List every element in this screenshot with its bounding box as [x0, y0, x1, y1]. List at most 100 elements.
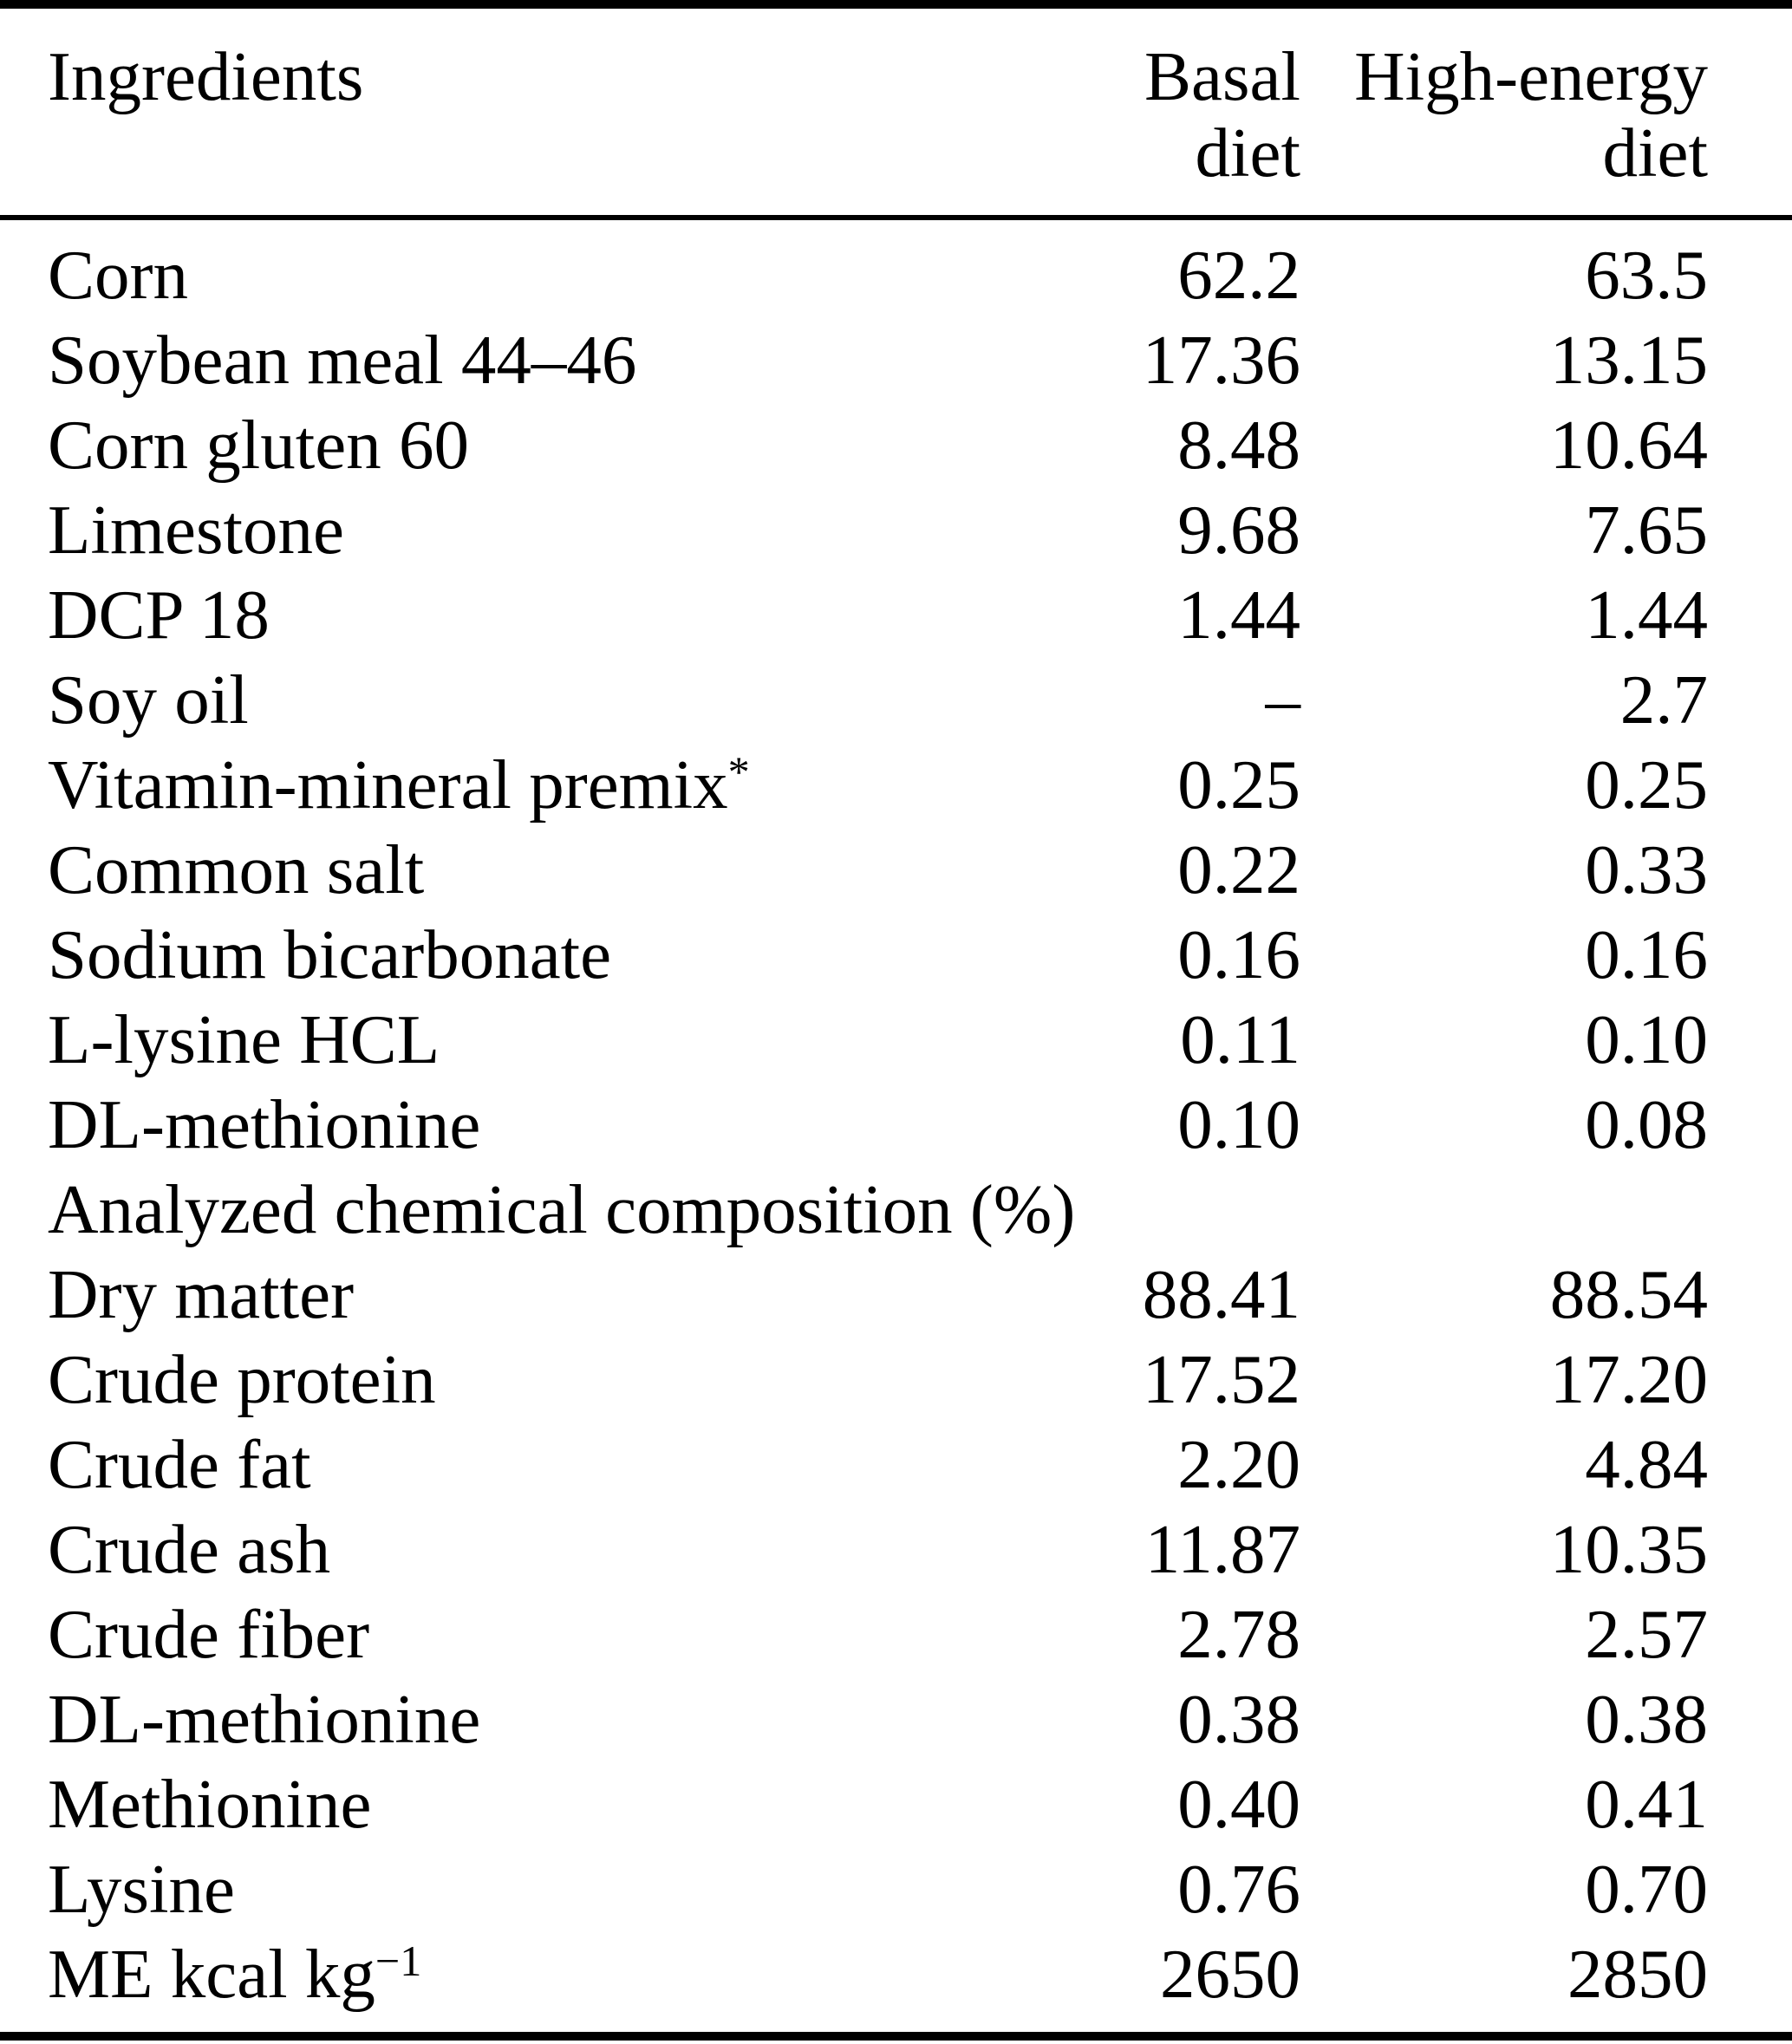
ingredient-cell: Sodium bicarbonate	[0, 912, 1075, 997]
section-label-cell: Analyzed chemical composition (%)	[0, 1167, 1075, 1252]
table-row: Sodium bicarbonate 0.16 0.16	[0, 912, 1792, 997]
high-energy-value-cell: 0.08	[1585, 1085, 1708, 1163]
ingredient-label: DL-methionine	[48, 1680, 481, 1758]
ingredient-label: Corn gluten 60	[48, 406, 469, 484]
high-energy-value-cell: 7.65	[1585, 491, 1708, 569]
basal-value-cell: 0.11	[1180, 1000, 1300, 1078]
basal-value-cell: 0.16	[1177, 915, 1300, 993]
table-row: Corn gluten 60 8.48 10.64	[0, 402, 1792, 487]
ingredient-cell: Vitamin-mineral premix*	[0, 742, 1075, 827]
ingredient-label: Methionine	[48, 1765, 372, 1843]
header-high-energy-diet: High-energy diet	[1300, 4, 1792, 220]
basal-value-cell: 0.38	[1177, 1680, 1300, 1758]
ingredient-cell: Limestone	[0, 487, 1075, 572]
table-row: ME kcal kg−1 2650 2850	[0, 1931, 1792, 2036]
table-row: DL-methionine 0.38 0.38	[0, 1676, 1792, 1761]
high-energy-value-cell: 63.5	[1585, 236, 1708, 314]
basal-value-cell: 62.2	[1177, 236, 1300, 314]
ingredient-label: Lysine	[48, 1850, 235, 1928]
basal-value-cell: 2.78	[1177, 1595, 1300, 1673]
ingredient-cell: Corn gluten 60	[0, 402, 1075, 487]
basal-value-cell: 11.87	[1144, 1510, 1300, 1588]
ingredient-cell: ME kcal kg−1	[0, 1931, 1075, 2036]
ingredient-cell: Crude protein	[0, 1337, 1075, 1422]
ingredient-label: Vitamin-mineral premix	[48, 745, 728, 823]
header-ingredients: Ingredients	[0, 4, 1075, 220]
ingredient-label: Dry matter	[48, 1255, 355, 1333]
high-energy-value-cell: 2.7	[1619, 661, 1708, 739]
table-row: Vitamin-mineral premix* 0.25 0.25	[0, 742, 1792, 827]
high-energy-value-cell: 88.54	[1549, 1255, 1708, 1333]
table-row: Soy oil – 2.7	[0, 657, 1792, 742]
ingredient-cell: DL-methionine	[0, 1676, 1075, 1761]
basal-value-cell: 2650	[1160, 1935, 1300, 2013]
ingredient-cell: DL-methionine	[0, 1082, 1075, 1167]
ingredient-label: Crude ash	[48, 1510, 331, 1588]
label-superscript: −1	[375, 1936, 422, 1985]
label-superscript: *	[727, 746, 750, 796]
high-energy-value-cell: 0.38	[1585, 1680, 1708, 1758]
ingredient-cell: Crude fiber	[0, 1592, 1075, 1676]
header-high-line2: diet	[1602, 114, 1708, 192]
high-energy-value-cell: 0.41	[1585, 1765, 1708, 1843]
table-row: Methionine 0.40 0.41	[0, 1761, 1792, 1846]
basal-value-cell: 0.76	[1177, 1850, 1300, 1928]
table-header: Ingredients Basal diet High-energy diet	[0, 4, 1792, 220]
high-energy-value-cell: 2.57	[1585, 1595, 1708, 1673]
high-energy-value-cell: 1.44	[1585, 576, 1708, 654]
table-row: L-lysine HCL 0.11 0.10	[0, 997, 1792, 1082]
ingredient-cell: DCP 18	[0, 572, 1075, 657]
ingredient-label: L-lysine HCL	[48, 1000, 440, 1078]
ingredient-cell: Common salt	[0, 827, 1075, 912]
table-row: Corn 62.2 63.5	[0, 218, 1792, 317]
high-energy-value-cell: 17.20	[1549, 1340, 1708, 1418]
basal-value-cell: 17.36	[1142, 321, 1300, 399]
ingredient-label: Limestone	[48, 491, 344, 569]
high-energy-value-cell: 0.33	[1585, 830, 1708, 908]
ingredient-label: Soybean meal 44–46	[48, 321, 637, 399]
table-row: Limestone 9.68 7.65	[0, 487, 1792, 572]
basal-value-cell: 0.22	[1177, 830, 1300, 908]
basal-value-cell: 0.25	[1177, 745, 1300, 823]
table-row: Crude protein 17.52 17.20	[0, 1337, 1792, 1422]
ingredient-cell: Soybean meal 44–46	[0, 317, 1075, 402]
basal-value-cell	[1075, 1167, 1300, 1252]
ingredient-cell: Corn	[0, 218, 1075, 317]
basal-value-cell: 1.44	[1177, 576, 1300, 654]
ingredient-label: ME kcal kg	[48, 1935, 375, 2013]
table-row: Common salt 0.22 0.33	[0, 827, 1792, 912]
basal-value-cell: 17.52	[1142, 1340, 1300, 1418]
ingredient-cell: Methionine	[0, 1761, 1075, 1846]
high-energy-value-cell: 4.84	[1585, 1425, 1708, 1503]
header-basal-line2: diet	[1195, 114, 1300, 192]
high-energy-value-cell: 10.35	[1549, 1510, 1708, 1588]
table-row: Dry matter 88.41 88.54	[0, 1252, 1792, 1337]
basal-value-cell: 9.68	[1177, 491, 1300, 569]
ingredient-cell: Crude fat	[0, 1422, 1075, 1507]
ingredient-label: Analyzed chemical composition (%)	[48, 1170, 1076, 1248]
high-energy-value-cell: 0.25	[1585, 745, 1708, 823]
basal-value-cell: –	[1265, 661, 1301, 739]
table-row: Lysine 0.76 0.70	[0, 1846, 1792, 1931]
high-energy-value-cell	[1300, 1167, 1792, 1252]
header-high-line1: High-energy	[1354, 37, 1708, 115]
high-energy-value-cell: 0.10	[1585, 1000, 1708, 1078]
table-row: Crude fat 2.20 4.84	[0, 1422, 1792, 1507]
table-body: Corn 62.2 63.5 Soybean meal 44–46 17.36 13.15…	[0, 218, 1792, 2036]
ingredient-cell: Lysine	[0, 1846, 1075, 1931]
table-row: Crude ash 11.87 10.35	[0, 1507, 1792, 1592]
header-basal-diet: Basal diet	[1075, 4, 1300, 220]
header-ingredients-label: Ingredients	[48, 37, 364, 115]
ingredient-label: DL-methionine	[48, 1085, 481, 1163]
table-row: DL-methionine 0.10 0.08	[0, 1082, 1792, 1167]
high-energy-value-cell: 0.16	[1585, 915, 1708, 993]
basal-value-cell: 88.41	[1142, 1255, 1300, 1333]
ingredient-cell: Dry matter	[0, 1252, 1075, 1337]
high-energy-value-cell: 13.15	[1549, 321, 1708, 399]
ingredient-cell: Soy oil	[0, 657, 1075, 742]
ingredient-cell: L-lysine HCL	[0, 997, 1075, 1082]
high-energy-value-cell: 2850	[1567, 1935, 1708, 2013]
ingredient-label: Crude fat	[48, 1425, 311, 1503]
ingredient-label: DCP 18	[48, 576, 270, 654]
